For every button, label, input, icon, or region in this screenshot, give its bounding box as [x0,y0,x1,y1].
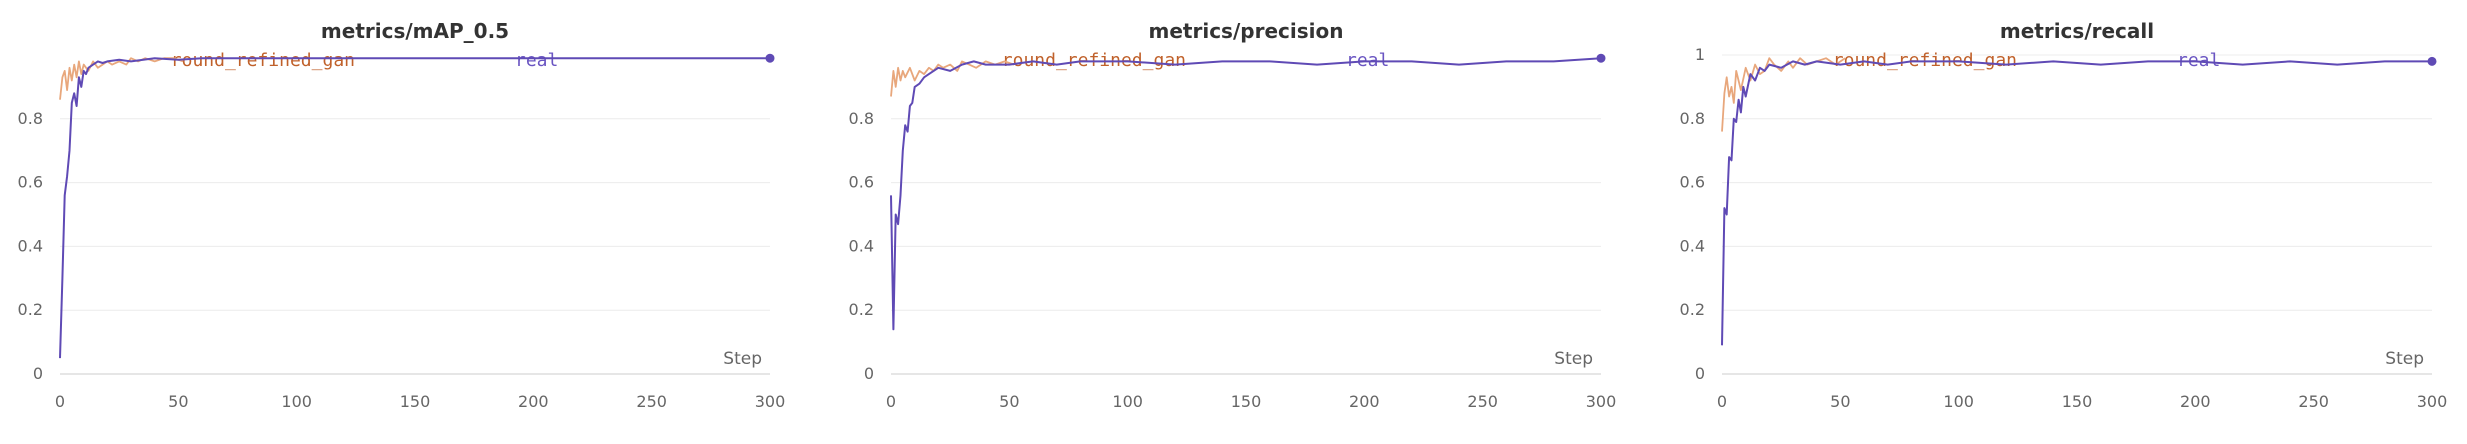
y-tick-label: 0 [864,364,874,383]
chart-title: metrics/recall [2000,19,2154,43]
x-tick-label: 100 [281,392,312,411]
legend-entry: real [515,50,558,71]
y-tick-label: 0.2 [18,300,43,319]
x-axis-label: Step [1554,349,1593,369]
x-tick-label: 150 [2062,392,2093,411]
series-end-marker [765,53,775,63]
x-tick-label: 200 [2180,392,2211,411]
x-tick-label: 250 [1467,392,1498,411]
x-tick-label: 50 [1830,392,1850,411]
y-tick-label: 0.6 [849,173,874,192]
y-tick-label: 1 [1695,45,1705,64]
y-tick-label: 0.4 [1680,236,1705,255]
x-tick-label: 300 [2417,392,2448,411]
x-tick-label: 50 [168,392,188,411]
series-end-marker [2427,56,2437,66]
x-tick-label: 0 [1717,392,1727,411]
x-tick-label: 150 [1231,392,1262,411]
x-tick-label: 300 [755,392,786,411]
y-tick-label: 0.8 [849,109,874,128]
legend-entry: round_refined_gan [171,50,355,71]
y-tick-label: 0.8 [1680,109,1705,128]
series-line-real [59,57,770,359]
y-tick-label: 0.2 [1680,300,1705,319]
y-tick-label: 0.8 [18,109,43,128]
x-tick-label: 250 [636,392,667,411]
x-axis-label: Step [2385,349,2424,369]
series-line-real [1721,60,2432,346]
y-tick-label: 0.4 [849,236,874,255]
series-line-real [890,57,1602,331]
chart-title: metrics/mAP_0.5 [321,19,509,43]
x-tick-label: 300 [1586,392,1617,411]
x-tick-label: 200 [518,392,549,411]
chart-title: metrics/precision [1149,19,1344,43]
x-axis-label: Step [723,349,762,369]
x-tick-label: 250 [2298,392,2329,411]
x-tick-label: 150 [400,392,431,411]
y-tick-label: 0.4 [18,236,43,255]
y-tick-label: 0 [33,364,43,383]
x-tick-label: 100 [1112,392,1143,411]
series-end-marker [1596,53,1606,63]
y-tick-label: 0.2 [849,300,874,319]
series-line-round-refined-gan [890,60,1015,97]
x-tick-label: 0 [886,392,896,411]
y-tick-label: 0.6 [18,173,43,192]
x-tick-label: 200 [1349,392,1380,411]
x-tick-label: 50 [999,392,1019,411]
x-tick-label: 0 [55,392,65,411]
x-tick-label: 100 [1943,392,1974,411]
legend-entry: real [2177,50,2220,71]
y-tick-label: 0.6 [1680,173,1705,192]
series-line-round-refined-gan [1721,57,1846,132]
y-tick-label: 0 [1695,364,1705,383]
